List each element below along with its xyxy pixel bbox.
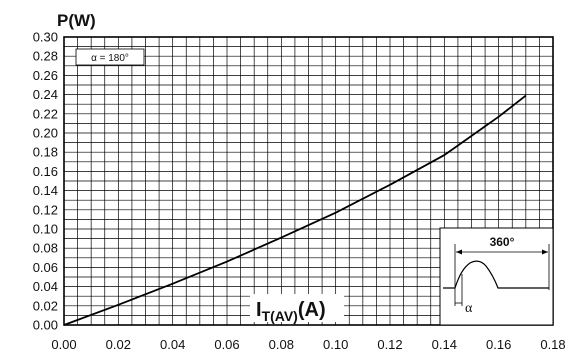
plot-frame xyxy=(63,36,554,326)
waveform-inset: 360° α xyxy=(439,227,554,326)
x-tick-label: 0.00 xyxy=(51,337,76,352)
inset-angle-label: 360° xyxy=(490,235,515,249)
inset-arrowhead-left xyxy=(456,249,462,255)
y-tick-label: 0.08 xyxy=(33,241,58,256)
inset-arrowhead-right xyxy=(542,249,548,255)
x-tick-label: 0.16 xyxy=(486,337,511,352)
inset-waveform xyxy=(443,260,549,289)
annotation-label: α = 180° xyxy=(91,53,129,64)
y-tick-label: 0.10 xyxy=(33,222,58,237)
inset-alpha-label: α xyxy=(465,301,473,316)
x-axis-label: IT(AV)(A) xyxy=(256,299,326,324)
y-tick-label: 0.24 xyxy=(33,87,58,102)
y-tick-label: 0.14 xyxy=(33,183,58,198)
y-tick-label: 0.12 xyxy=(33,202,58,217)
series-line xyxy=(63,94,527,326)
x-tick-label: 0.18 xyxy=(540,337,565,352)
x-tick-labels: 0.00 0.02 0.04 0.06 0.08 0.10 0.12 0.14 0.16 0.18 xyxy=(51,337,565,352)
y-tick-labels: 0.00 0.02 0.04 0.06 0.08 0.10 0.12 0.14 0.16 0.18… xyxy=(33,30,58,333)
y-tick-label: 0.22 xyxy=(33,106,58,121)
y-tick-label: 0.16 xyxy=(33,164,58,179)
y-tick-label: 0.20 xyxy=(33,126,58,141)
x-tick-label: 0.06 xyxy=(214,337,239,352)
y-axis-label: P(W) xyxy=(57,11,96,30)
x-axis-label-box xyxy=(250,294,344,322)
x-tick-label: 0.14 xyxy=(432,337,457,352)
y-tick-label: 0.06 xyxy=(33,260,58,275)
y-tick-label: 0.04 xyxy=(33,279,58,294)
y-tick-label: 0.28 xyxy=(33,49,58,64)
x-tick-label: 0.10 xyxy=(323,337,348,352)
y-tick-label: 0.30 xyxy=(33,30,58,45)
y-tick-label: 0.02 xyxy=(33,298,58,313)
annotation-box xyxy=(75,48,145,66)
y-tick-label: 0.26 xyxy=(33,68,58,83)
x-tick-label: 0.08 xyxy=(269,337,294,352)
x-tick-label: 0.02 xyxy=(106,337,131,352)
y-tick-label: 0.00 xyxy=(33,318,58,333)
y-tick-label: 0.18 xyxy=(33,145,58,160)
x-tick-label: 0.12 xyxy=(377,337,402,352)
x-tick-label: 0.04 xyxy=(160,337,185,352)
